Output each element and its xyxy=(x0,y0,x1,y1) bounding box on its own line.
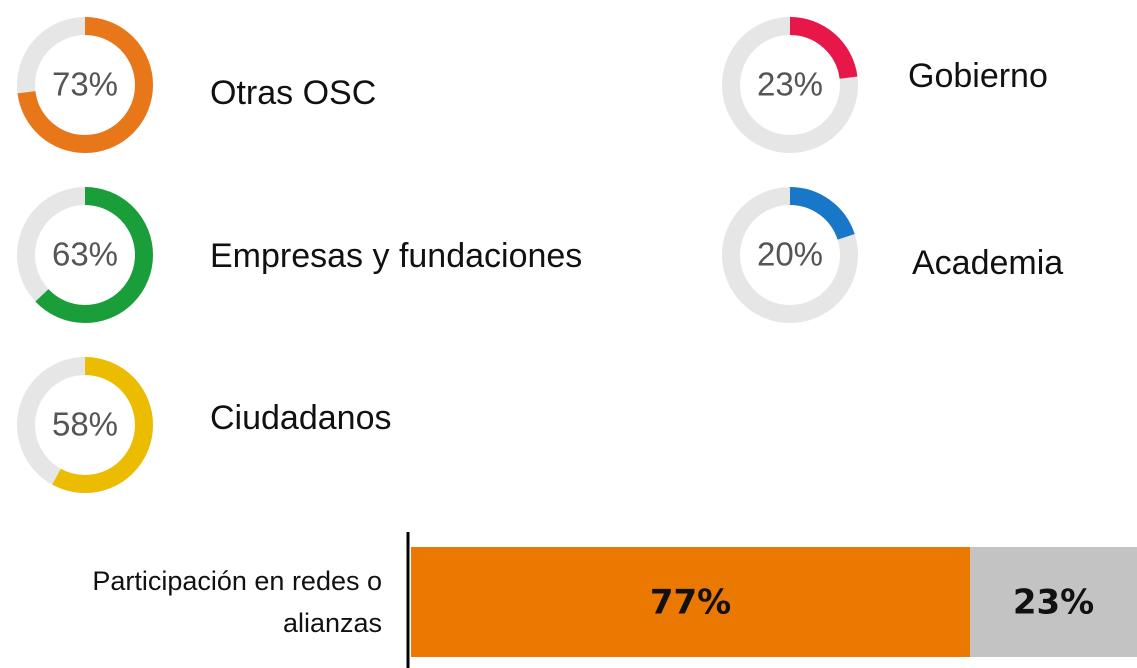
donut-value-label: 58% xyxy=(52,406,118,443)
donut-arc xyxy=(17,187,153,323)
donut-value-label: 20% xyxy=(757,236,823,273)
donut-value-label: 23% xyxy=(757,66,823,103)
donut-category-label: Otras OSC xyxy=(210,74,376,112)
donut-arc xyxy=(722,17,858,153)
donut-arc xyxy=(17,17,153,153)
bar-value-label: 23% xyxy=(1013,583,1094,623)
bar-segment xyxy=(411,547,971,657)
donut-category-label: Academia xyxy=(912,244,1063,282)
bar-value-label: 77% xyxy=(650,583,731,623)
donut-category-label: Empresas y fundaciones xyxy=(210,237,582,275)
bar-segment xyxy=(970,547,1137,657)
donut-arc xyxy=(722,187,858,323)
donut-arc xyxy=(17,357,153,493)
donut-category-label: Gobierno xyxy=(908,57,1048,95)
donut-value-label: 73% xyxy=(52,66,118,103)
bar-category-label: Participación en redes o alianzas xyxy=(92,566,382,638)
donut-value-label: 63% xyxy=(52,236,118,273)
donut-category-label: Ciudadanos xyxy=(210,399,391,437)
